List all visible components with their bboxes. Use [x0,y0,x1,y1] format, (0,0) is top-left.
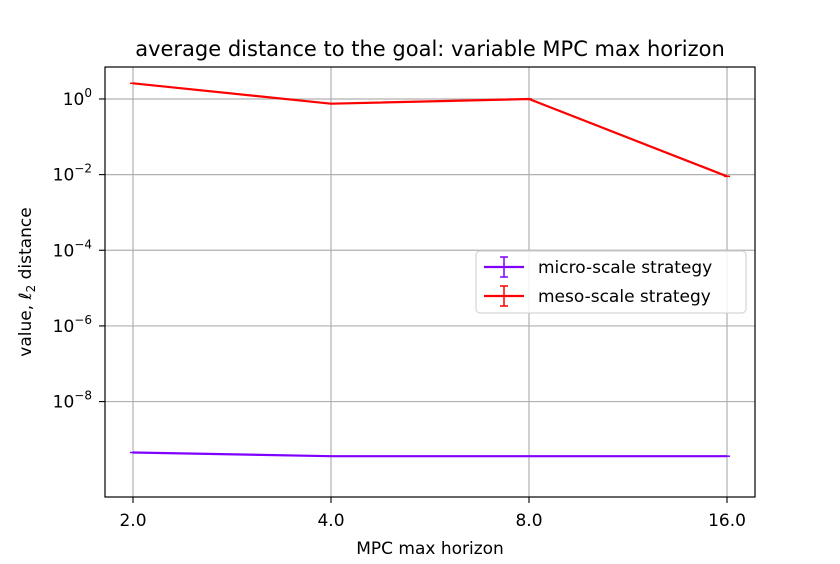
grid [105,67,755,497]
series-line [132,82,728,178]
y-axis-label-suffix: distance [16,207,36,284]
x-tick-label: 4.0 [317,511,344,531]
axis-ticks: 2.0 4.0 8.0 16.0 100 10−2 10−4 10−6 10−8 [53,86,746,531]
x-tick-label: 2.0 [119,511,146,531]
legend-box [475,250,747,314]
y-axis-label-subscript: 2 [24,285,38,293]
series-lines [130,82,730,458]
x-tick-label: 16.0 [708,511,746,531]
legend: micro-scale strategy meso-scale strategy [475,250,747,314]
x-tick-label: 8.0 [515,511,542,531]
chart-title: average distance to the goal: variable M… [135,37,725,61]
y-tick-label: 10−6 [53,313,92,337]
x-axis-label: MPC max horizon [356,539,504,559]
y-axis-label-prefix: value, [16,299,36,356]
y-tick-label: 10−8 [53,389,92,413]
y-tick-label: 10−2 [53,162,92,186]
y-tick-label: 10−4 [53,237,92,261]
legend-label: meso-scale strategy [538,287,711,307]
y-axis-label: value, ℓ2 distance [16,207,38,356]
plot-frame [104,66,756,498]
y-axis-label-ell: ℓ [16,292,36,300]
series-line [132,451,727,458]
y-tick-label: 100 [63,86,92,110]
legend-label: micro-scale strategy [538,258,712,278]
